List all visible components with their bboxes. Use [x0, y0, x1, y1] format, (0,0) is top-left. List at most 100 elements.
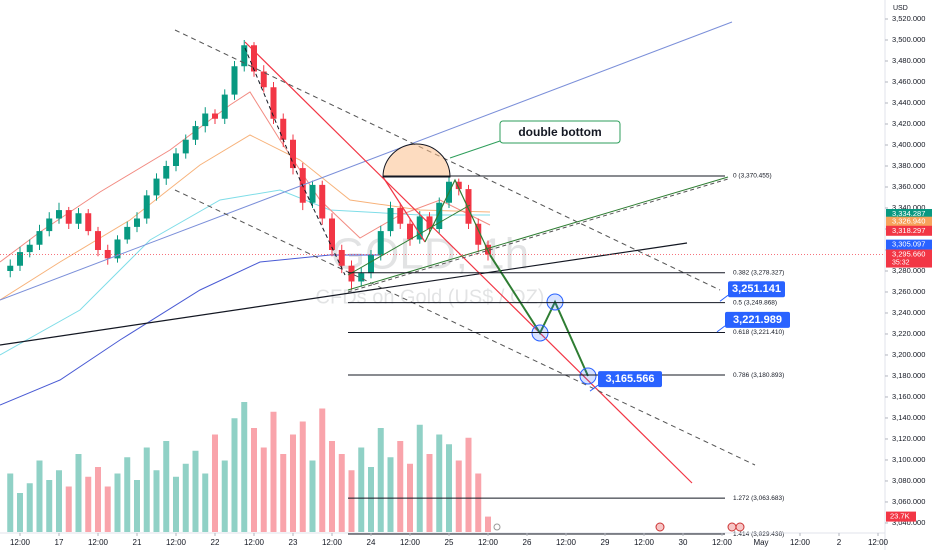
volume-bar: [328, 441, 335, 532]
channel-line: [174, 189, 756, 466]
volume-bar: [104, 486, 111, 532]
candle-body: [475, 223, 482, 245]
y-tick-label: 3,500.000: [892, 35, 925, 44]
drawings: [0, 21, 756, 484]
trend-line: [347, 176, 729, 291]
channel-line: [244, 47, 346, 276]
candle-body: [348, 265, 355, 282]
candle-body: [163, 165, 170, 179]
x-tick-label: 12:00: [10, 538, 31, 547]
volume-bar: [192, 450, 199, 532]
event-icon: [493, 523, 501, 531]
channel-line: [174, 29, 721, 291]
y-tick-label: 3,340.000: [892, 203, 925, 212]
price-tag-label: 3,334.287: [892, 209, 925, 218]
y-tick-label: 3,120.000: [892, 434, 925, 443]
axis-layer: 3,040.000 3,060.000 3,080.000 3,100.000 3,12…: [0, 14, 932, 547]
y-tick-label: 3,060.000: [892, 497, 925, 506]
volume-bar: [387, 457, 394, 532]
price-tag: [886, 239, 932, 250]
volume-bar: [475, 473, 482, 532]
x-tick-label: 17: [55, 538, 64, 547]
y-tick-label: 3,160.000: [892, 392, 925, 401]
candle-body: [241, 45, 248, 67]
candle-body: [387, 207, 394, 232]
x-tick-label: 12:00: [244, 538, 265, 547]
volume-bar: [260, 447, 267, 532]
x-tick-label: 21: [133, 538, 142, 547]
candle-body: [85, 213, 92, 232]
x-tick-label: 22: [211, 538, 220, 547]
y-tick-label: 3,440.000: [892, 98, 925, 107]
fib-label: 0 (3,370.455): [733, 173, 772, 180]
candle-body: [309, 184, 316, 203]
x-tick-label: 2: [837, 538, 842, 547]
volume-bar: [319, 408, 326, 532]
volume-bar: [416, 424, 423, 532]
y-tick-label: 3,480.000: [892, 56, 925, 65]
volume-bar: [485, 516, 492, 532]
volume-bar: [280, 454, 287, 532]
volume-bar: [270, 411, 277, 532]
fib-label: 0.382 (3,278.327): [733, 269, 784, 276]
event-icon: [735, 522, 745, 532]
fib-label: 1.414 (3,029.436): [733, 531, 784, 538]
candle-body: [270, 87, 277, 119]
annotation-box: [499, 120, 621, 144]
callout-pointer: [449, 140, 501, 159]
candle-body: [26, 244, 33, 253]
x-tick-label: 12:00: [868, 538, 889, 547]
x-tick-label: 25: [445, 538, 454, 547]
target-tag: [598, 371, 662, 388]
y-tick-label: 3,420.000: [892, 119, 925, 128]
y-tick-label: 3,040.000: [892, 518, 925, 527]
candle-body: [436, 202, 443, 229]
target-pointer: [716, 325, 726, 333]
y-tick-label: 3,360.000: [892, 182, 925, 191]
candle-body: [46, 218, 53, 232]
currency-label: USD: [893, 5, 908, 12]
candle-body: [289, 139, 296, 169]
volume-bar: [221, 460, 228, 532]
candle-body: [153, 178, 160, 196]
volume-bar: [397, 441, 404, 532]
x-tick-label: 12:00: [790, 538, 811, 547]
volume-bar: [55, 470, 62, 532]
x-tick-label: 12:00: [634, 538, 655, 547]
fib-label: 0.5 (3,249.868): [733, 299, 777, 306]
x-tick-label: 30: [679, 538, 688, 547]
projection-path: [489, 254, 589, 377]
y-tick-label: 3,180.000: [892, 371, 925, 380]
candle-body: [280, 118, 287, 140]
x-tick-label: 26: [523, 538, 532, 547]
volume-bar: [7, 473, 14, 532]
volume-bar: [309, 460, 316, 532]
price-tag-label: 3,326.940: [892, 217, 925, 226]
candle-body: [319, 184, 326, 219]
y-tick-label: 3,140.000: [892, 413, 925, 422]
volume-bar: [426, 454, 433, 532]
volume-bar: [377, 428, 384, 532]
candle-body: [250, 45, 257, 72]
candle-body: [231, 66, 238, 95]
candle-body: [328, 218, 335, 250]
candle-body: [172, 153, 179, 166]
y-tick-label: 3,260.000: [892, 287, 925, 296]
projection-point: [579, 367, 597, 385]
volume-bar: [455, 460, 462, 532]
volume-bar: [46, 480, 53, 532]
volume-bar: [16, 493, 23, 532]
x-tick-label: 24: [367, 538, 376, 547]
volume-bar: [338, 454, 345, 532]
x-tick-label: 12:00: [88, 538, 109, 547]
event-icon: [727, 522, 737, 532]
candle-body: [192, 126, 199, 140]
volume-bar: [241, 402, 248, 532]
volume-bar: [446, 444, 453, 532]
projection-point: [546, 293, 564, 311]
x-tick-label: 12:00: [712, 538, 733, 547]
volume-bar: [436, 434, 443, 532]
candle-body: [416, 216, 423, 240]
candle-body: [36, 231, 43, 245]
